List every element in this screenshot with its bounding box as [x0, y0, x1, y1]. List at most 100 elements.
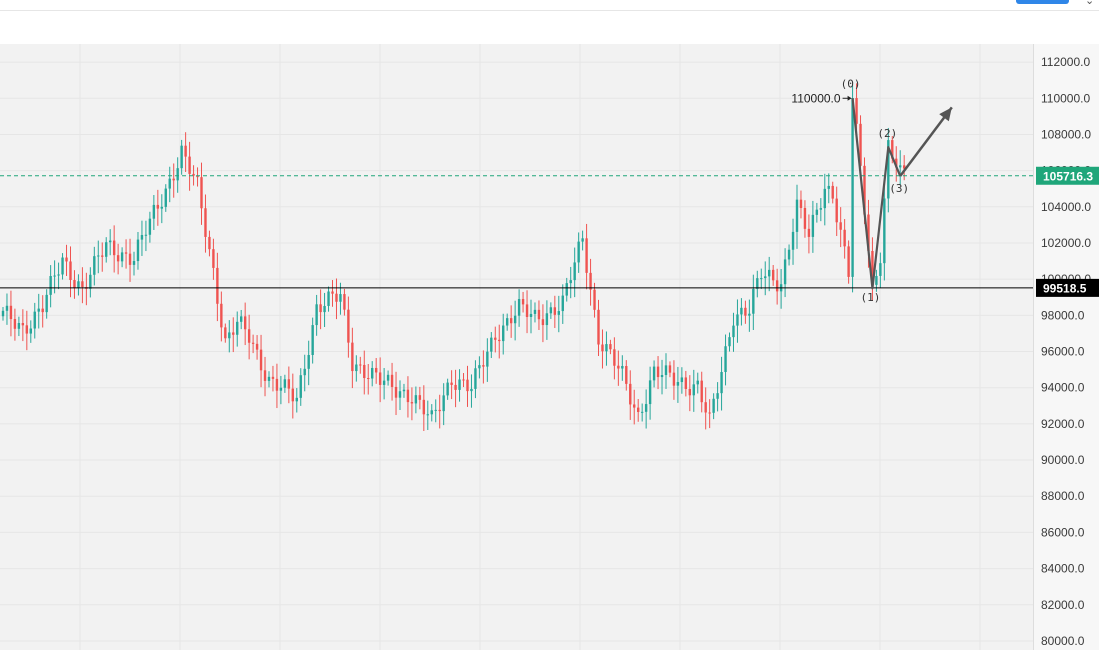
candle-body — [148, 218, 152, 235]
candle-body — [692, 384, 695, 396]
candle-body — [200, 177, 203, 209]
candle-body — [573, 262, 576, 281]
candle-body — [450, 382, 453, 385]
candle-body — [891, 140, 894, 159]
candle-body — [132, 261, 136, 265]
candle-body — [327, 291, 330, 306]
candle-body — [430, 410, 433, 415]
candle-body — [843, 229, 846, 247]
candle-body — [775, 280, 779, 292]
candle-body — [486, 351, 489, 367]
candle-body — [791, 231, 795, 250]
projection-arrow-line[interactable] — [899, 106, 953, 177]
candle-body — [271, 376, 275, 379]
chart-area[interactable]: (0) (1) (2) (3) 110000.0 112000.0 110000.0 1080… — [0, 44, 1099, 650]
projection-arrow-head[interactable] — [939, 107, 952, 122]
candle-body — [648, 380, 652, 405]
candle-body — [267, 376, 271, 381]
candle-body — [156, 204, 160, 209]
candle-body — [124, 252, 128, 254]
candle-body — [676, 382, 680, 386]
candle-body — [720, 372, 723, 394]
candle-body — [902, 165, 906, 169]
candle-body — [565, 283, 568, 296]
candle-body — [438, 409, 441, 412]
candle-body — [823, 188, 826, 209]
candle-body — [835, 198, 838, 223]
candle-body — [490, 337, 493, 352]
candle-body — [637, 407, 640, 412]
candle-body — [621, 366, 624, 369]
candle-body — [116, 255, 120, 262]
candle-body — [696, 380, 699, 385]
candle-body — [414, 395, 418, 404]
candle-body — [601, 344, 604, 352]
candle-body — [247, 329, 251, 343]
candle-body — [831, 185, 834, 199]
candle-body — [61, 257, 64, 275]
candle-body — [204, 208, 207, 237]
y-axis-tick-label: 80000.0 — [1041, 634, 1085, 648]
candle-body — [768, 269, 771, 277]
candle-body — [21, 323, 25, 326]
candle-body — [45, 294, 48, 313]
candle-body — [236, 321, 239, 335]
candle-body — [541, 319, 545, 326]
candle-body — [283, 379, 287, 388]
candle-body — [509, 318, 513, 324]
top-toolbar: ⌄ — [0, 0, 1099, 11]
candle-body — [549, 307, 553, 314]
candle-body — [228, 332, 231, 339]
candle-body — [827, 185, 830, 189]
candle-body — [367, 378, 370, 380]
level-price-badge — [1036, 278, 1099, 297]
chevron-icon[interactable]: ⌄ — [1085, 0, 1095, 7]
candle-body — [712, 398, 715, 413]
candle-body — [704, 402, 707, 413]
candle-body — [732, 325, 735, 338]
y-axis-tick-label: 90000.0 — [1041, 453, 1085, 467]
candle-body — [569, 280, 572, 284]
current-price-badge — [1036, 166, 1099, 185]
candle-body — [378, 372, 382, 385]
candle-body — [529, 313, 533, 317]
candle-body — [291, 388, 295, 402]
candle-body — [799, 199, 803, 208]
candle-body — [343, 294, 346, 310]
candle-body — [847, 246, 850, 277]
candle-body — [466, 379, 469, 392]
candle-body — [505, 318, 509, 326]
candle-body — [93, 256, 96, 275]
candle-body — [251, 342, 255, 344]
candle-body — [652, 366, 656, 381]
candle-body — [553, 307, 557, 315]
candle-body — [867, 214, 870, 251]
elliott-wave-path[interactable] — [851, 98, 902, 290]
candle-body — [224, 327, 227, 339]
candle-body — [764, 276, 767, 279]
current-price-badge-label: 105716.3 — [1043, 169, 1093, 183]
candle-body — [811, 214, 815, 237]
candle-body — [807, 228, 811, 237]
candle-body — [434, 409, 437, 411]
candle-body — [394, 386, 398, 398]
candle-body — [41, 308, 44, 313]
candle-body — [351, 342, 354, 372]
candle-body — [140, 235, 144, 240]
candle-body — [69, 261, 72, 281]
candle-body — [363, 364, 366, 379]
candle-body — [5, 305, 9, 311]
candle-body — [311, 325, 314, 355]
candle-body — [17, 323, 21, 329]
candle-body — [307, 354, 310, 369]
candle-body — [605, 344, 608, 352]
toolbar-button[interactable] — [1016, 0, 1069, 4]
candle-body — [474, 368, 477, 389]
candle-body — [879, 263, 882, 276]
price-chart[interactable]: (0) (1) (2) (3) 110000.0 112000.0 110000.0 1080… — [0, 44, 1099, 650]
candle-body — [680, 377, 684, 383]
candle-body — [426, 414, 429, 416]
candle-body — [168, 178, 171, 189]
y-axis-tick-label: 86000.0 — [1041, 525, 1085, 539]
candle-body — [708, 412, 711, 414]
